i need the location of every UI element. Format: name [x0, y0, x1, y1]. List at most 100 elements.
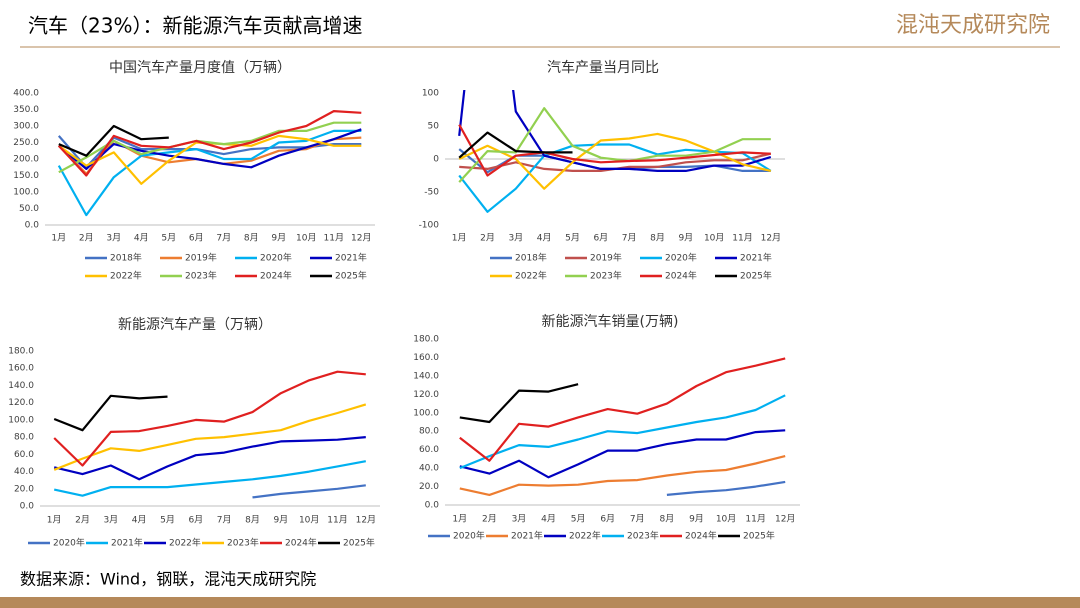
x-tick-label: 1月 [452, 514, 467, 525]
y-tick-label: 140.0 [413, 371, 439, 381]
x-tick-label: 5月 [160, 515, 175, 526]
legend-label: 2021年 [511, 530, 543, 542]
legend-label: 2021年 [111, 537, 143, 549]
series-line [57, 110, 362, 177]
x-tick-label: 1月 [452, 233, 467, 244]
x-tick-label: 11月 [324, 233, 344, 244]
legend-label: 2020年 [260, 252, 292, 264]
series-line [459, 394, 786, 470]
x-tick-label: 11月 [327, 515, 347, 526]
y-tick-label: 160.0 [413, 353, 439, 363]
y-tick-label: 0 [433, 155, 439, 165]
y-tick-label: 0.0 [25, 221, 40, 231]
x-tick-label: 12月 [356, 515, 376, 526]
x-tick-label: 3月 [512, 514, 527, 525]
legend-label: 2018年 [515, 252, 547, 264]
x-tick-label: 9月 [678, 233, 693, 244]
x-tick-label: 6月 [600, 514, 615, 525]
x-tick-label: 8月 [244, 233, 259, 244]
x-tick-label: 11月 [745, 514, 765, 525]
source-note: 数据来源：Wind，钢联，混沌天成研究院 [20, 570, 316, 589]
x-tick-label: 7月 [622, 233, 637, 244]
y-tick-label: 200.0 [13, 155, 39, 165]
series-line [53, 394, 168, 432]
chart: 中国汽车产量月度值（万辆） 0.0 50.0 100.0 150.0 200.0 250.0… [13, 59, 375, 282]
x-tick-label: 10月 [716, 514, 736, 525]
x-tick-label: 9月 [271, 233, 286, 244]
x-tick-label: 12月 [351, 233, 371, 244]
series-line [458, 131, 573, 159]
x-tick-label: 9月 [273, 515, 288, 526]
x-tick-label: 2月 [482, 514, 497, 525]
logo: 混沌天成研究院 [896, 13, 1050, 38]
legend-label: 2019年 [590, 252, 622, 264]
x-tick-label: 10月 [296, 233, 316, 244]
y-tick-label: 50 [428, 122, 440, 132]
y-tick-label: 20.0 [419, 482, 439, 492]
x-tick-label: 7月 [630, 514, 645, 525]
slide-title: 汽车（23%）：新能源汽车贡献高增速 [28, 14, 362, 38]
legend-label: 2021年 [740, 252, 772, 264]
legend-label: 2025年 [740, 270, 772, 282]
series-line [458, 107, 771, 183]
x-tick-label: 2月 [79, 233, 94, 244]
chart: 汽车产量当月同比 -100 -50 0 50 100 1月 2月 3月 4月 5月 6月 7月 8月 9月 1… [419, 59, 785, 282]
y-tick-label: 300.0 [13, 122, 39, 132]
series-line [58, 124, 169, 157]
y-tick-label: 180.0 [8, 347, 34, 357]
legend-label: 2022年 [110, 270, 142, 282]
series-line [459, 357, 786, 462]
series-line [458, 143, 772, 213]
y-tick-label: 150.0 [13, 171, 39, 181]
series-line [459, 429, 786, 479]
x-tick-label: 3月 [103, 515, 118, 526]
legend-label: 2022年 [169, 537, 201, 549]
series-line [459, 383, 579, 424]
legend-label: 2025年 [335, 270, 367, 282]
series-line [53, 460, 366, 497]
x-tick-label: 1月 [47, 515, 62, 526]
x-tick-label: 8月 [660, 514, 675, 525]
series-line [53, 403, 367, 471]
x-tick-label: 12月 [761, 233, 781, 244]
y-tick-label: -50 [424, 188, 439, 198]
x-tick-label: 10月 [704, 233, 724, 244]
legend-label: 2025年 [343, 537, 375, 549]
y-tick-label: 20.0 [14, 484, 34, 494]
x-tick-label: 7月 [216, 233, 231, 244]
x-tick-label: 9月 [689, 514, 704, 525]
chart-title: 中国汽车产量月度值（万辆） [109, 59, 291, 76]
y-tick-label: 60.0 [14, 450, 34, 460]
y-tick-label: 120.0 [413, 390, 439, 400]
series-line [459, 455, 786, 496]
x-tick-label: 4月 [134, 233, 149, 244]
y-tick-label: 180.0 [413, 335, 439, 345]
y-tick-label: 250.0 [13, 138, 39, 148]
footer-bar [0, 597, 1080, 608]
series-line [458, 90, 772, 172]
legend-label: 2018年 [110, 252, 142, 264]
x-tick-label: 11月 [732, 233, 752, 244]
y-tick-label: 50.0 [19, 204, 39, 214]
legend-label: 2023年 [185, 270, 217, 282]
x-tick-label: 6月 [189, 233, 204, 244]
y-tick-label: 400.0 [13, 89, 39, 99]
y-tick-label: 140.0 [8, 381, 34, 391]
legend-label: 2024年 [665, 270, 697, 282]
series-line [252, 484, 366, 499]
x-tick-label: 2月 [480, 233, 495, 244]
series-line [458, 124, 771, 177]
legend-label: 2024年 [685, 530, 717, 542]
series-line [53, 370, 366, 467]
legend-label: 2022年 [569, 530, 601, 542]
x-tick-label: 2月 [75, 515, 90, 526]
legend-label: 2020年 [665, 252, 697, 264]
x-tick-label: 6月 [188, 515, 203, 526]
x-tick-label: 3月 [106, 233, 121, 244]
y-tick-label: 60.0 [419, 445, 439, 455]
y-tick-label: 80.0 [14, 433, 34, 443]
y-tick-label: 350.0 [13, 105, 39, 115]
y-tick-label: 160.0 [8, 364, 34, 374]
x-tick-label: 8月 [245, 515, 260, 526]
legend-label: 2023年 [627, 530, 659, 542]
